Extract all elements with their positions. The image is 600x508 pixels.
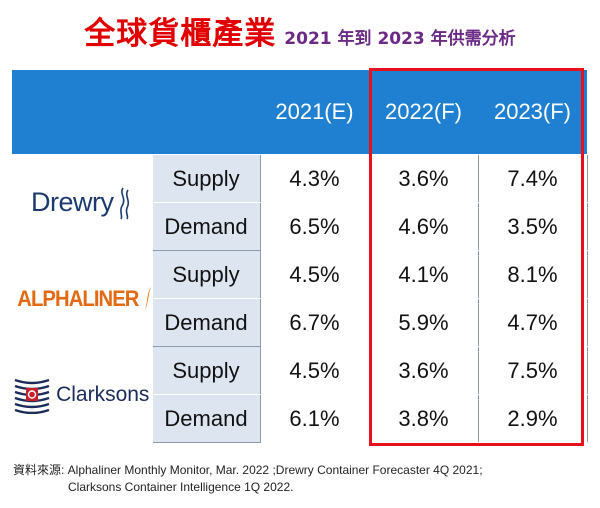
header-blank [12, 70, 152, 155]
clarksons-emblem-icon [14, 375, 51, 414]
value-cell: 4.6% [368, 202, 478, 251]
value-cell: 6.7% [259, 298, 369, 347]
title-main: 全球貨櫃產業 [84, 16, 277, 52]
alphaliner-logo: ALPHALINER [12, 250, 153, 347]
table-row: Clarksons Supply 4.5% 3.6% 7.5% [12, 346, 588, 443]
value-cell: 8.1% [477, 250, 588, 299]
column-header: 2023(F) [478, 70, 587, 155]
source-line-2: Clarksons Container Intelligence 1Q 2022… [68, 480, 294, 494]
value-cell: 4.5% [259, 250, 369, 299]
row-label: Supply [152, 250, 260, 299]
supply-demand-table: 2021(E) 2022(F) 2023(F) Drewry Supply 4.… [12, 70, 588, 443]
column-header: 2022(F) [369, 70, 478, 155]
value-cell: 6.1% [259, 394, 369, 443]
column-header: 2021(E) [260, 70, 369, 155]
table-row: Demand 6.7% 5.9% 4.7% [12, 298, 588, 347]
value-cell: 3.6% [368, 154, 478, 203]
table-row: ALPHALINER Supply 4.5% 4.1% 8.1% [12, 250, 588, 347]
source-note: 資料來源: Alphaliner Monthly Monitor, Mar. 2… [13, 462, 483, 496]
alphaliner-logo-text: ALPHALINER [17, 285, 139, 311]
source-line-1: 資料來源: Alphaliner Monthly Monitor, Mar. 2… [13, 463, 483, 477]
clarksons-logo: Clarksons [12, 346, 153, 443]
row-label: Supply [152, 154, 260, 203]
title-subtitle: 2021 年到 2023 年供需分析 [284, 29, 516, 49]
value-cell: 4.7% [477, 298, 588, 347]
row-label: Demand [152, 298, 260, 347]
clarksons-logo-text: Clarksons [56, 382, 150, 406]
alphaliner-swoosh-icon [144, 286, 151, 311]
value-cell: 6.5% [259, 202, 369, 251]
value-cell: 4.5% [259, 346, 369, 395]
value-cell: 4.3% [259, 154, 369, 203]
row-label: Demand [152, 394, 260, 443]
drewry-logo: Drewry [12, 154, 153, 251]
value-cell: 2.9% [477, 394, 588, 443]
header-row: 2021(E) 2022(F) 2023(F) [12, 70, 587, 155]
table-row: Demand 6.5% 4.6% 3.5% [12, 202, 588, 251]
table-row: Drewry Supply 4.3% 3.6% 7.4% [12, 154, 588, 251]
row-label: Demand [152, 202, 260, 251]
value-cell: 5.9% [368, 298, 478, 347]
header-blank [152, 70, 260, 155]
value-cell: 7.4% [477, 154, 588, 203]
value-cell: 3.8% [368, 394, 478, 443]
table-row: Demand 6.1% 3.8% 2.9% [12, 394, 588, 443]
value-cell: 4.1% [368, 250, 478, 299]
value-cell: 7.5% [477, 346, 588, 395]
row-label: Supply [152, 346, 260, 395]
page-title: 全球貨櫃產業 2021 年到 2023 年供需分析 [0, 8, 600, 53]
drewry-logo-text: Drewry [31, 187, 114, 217]
value-cell: 3.5% [477, 202, 588, 251]
value-cell: 3.6% [368, 346, 478, 395]
drewry-wave-icon [119, 187, 129, 219]
